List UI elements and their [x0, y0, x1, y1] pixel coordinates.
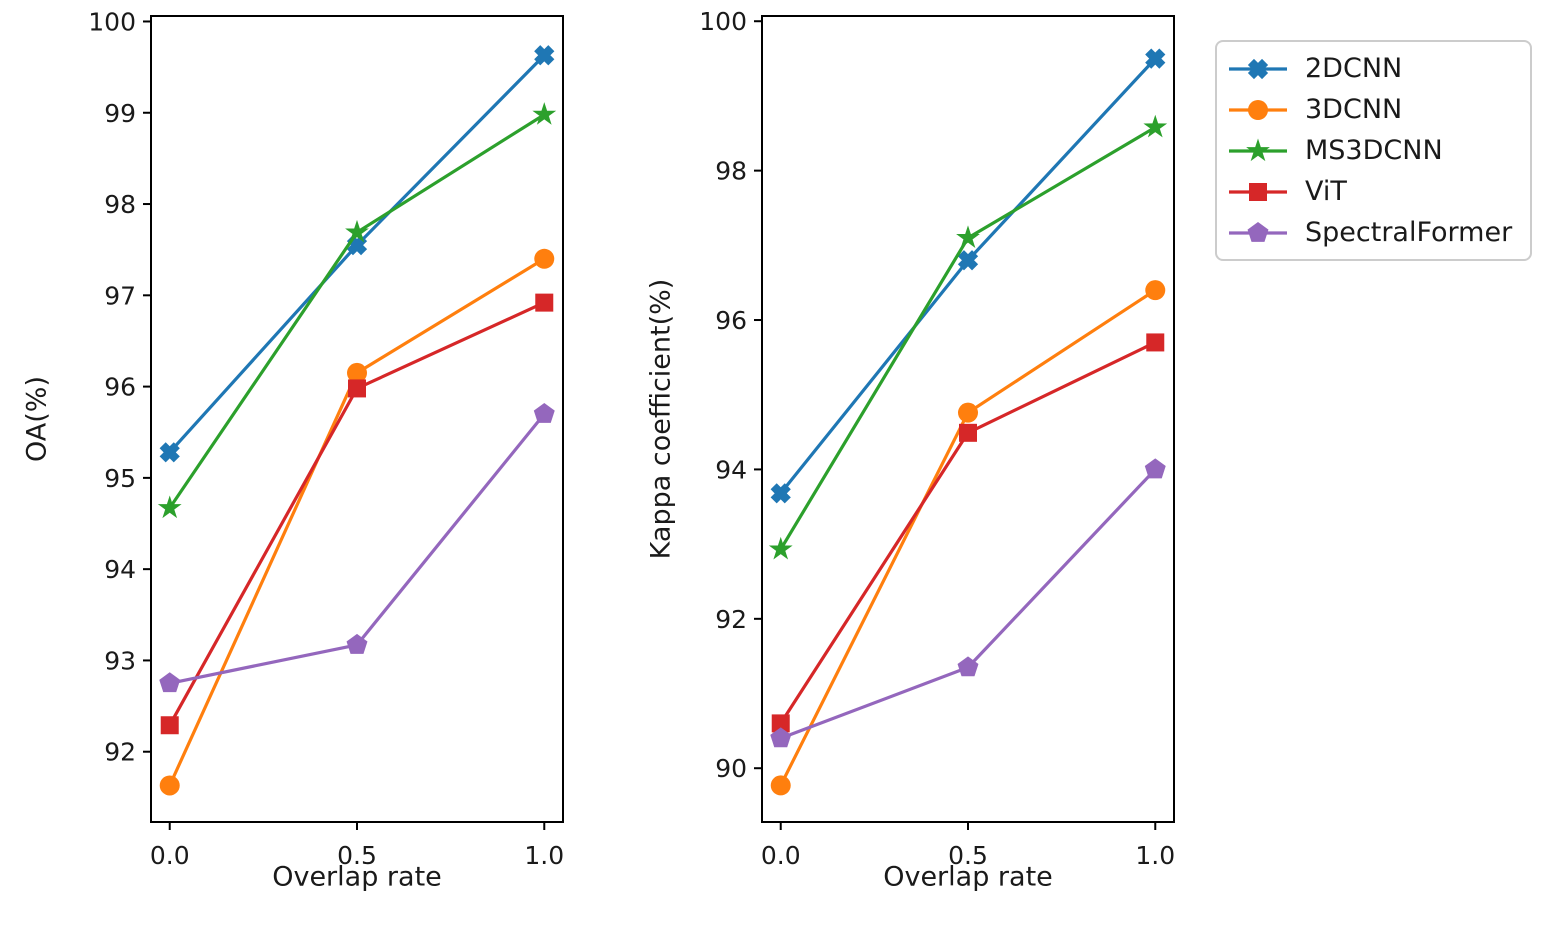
legend: 2DCNN 3DCNN MS3DCNN ViT SpectralFormer: [1215, 40, 1532, 261]
right-plot-border: [761, 15, 1175, 823]
legend-marker-2dcnn: [1247, 58, 1269, 79]
y-tick-label: 98: [715, 157, 747, 186]
data-point-ms3dcnn: [768, 536, 793, 560]
legend-label-ms3dcnn: MS3DCNN: [1305, 135, 1443, 166]
legend-star-marker-icon: [1229, 138, 1287, 161]
data-point-2dcnn: [957, 250, 979, 271]
legend-marker-spectralformer: [1247, 221, 1269, 242]
legend-label-spectralformer: SpectralFormer: [1305, 217, 1513, 248]
x-tick-label: 1.0: [1135, 841, 1175, 870]
data-point-2dcnn: [159, 442, 180, 463]
y-tick-label: 94: [104, 555, 136, 584]
data-point-vit: [535, 293, 554, 312]
data-point-3dcnn: [770, 775, 791, 796]
data-point-3dcnn: [958, 402, 978, 423]
y-tick-label: 94: [715, 455, 747, 484]
data-point-2dcnn: [534, 45, 555, 66]
series-line-3dcnn: [168, 257, 546, 787]
data-point-3dcnn: [1145, 280, 1166, 301]
legend-entry-spectralformer: SpectralFormer: [1227, 212, 1516, 253]
legend-label-3dcnn: 3DCNN: [1305, 94, 1403, 125]
legend-label-2dcnn: 2DCNN: [1305, 53, 1403, 84]
legend-marker-3dcnn: [1248, 99, 1268, 120]
data-point-vit: [1146, 333, 1165, 352]
y-tick-label: 93: [104, 646, 136, 675]
x-tick-label: 1.0: [524, 841, 564, 870]
y-tick-label: 97: [104, 281, 136, 310]
data-point-vit: [160, 716, 179, 735]
y-tick-label: 90: [715, 754, 747, 783]
data-point-spectralformer: [346, 633, 368, 654]
data-point-spectralformer: [957, 656, 979, 677]
data-point-ms3dcnn: [1143, 114, 1168, 138]
data-point-spectralformer: [159, 672, 181, 693]
x-tick-label: 0.0: [150, 841, 190, 870]
legend-entry-3dcnn: 3DCNN: [1227, 89, 1516, 130]
data-point-spectralformer: [533, 402, 555, 423]
y-tick-label: 92: [104, 738, 136, 767]
legend-entry-2dcnn: 2DCNN: [1227, 48, 1516, 89]
y-tick-label: 92: [715, 605, 747, 634]
legend-circle-marker-icon: [1229, 99, 1287, 120]
legend-marker-ms3dcnn: [1246, 138, 1270, 161]
data-point-vit: [348, 379, 366, 398]
data-point-vit: [771, 714, 790, 733]
left-y-axis-label: OA(%): [21, 376, 53, 462]
x-tick-label: 0.5: [337, 841, 377, 870]
legend-entry-ms3dcnn: MS3DCNN: [1227, 130, 1516, 171]
left-x-axis-label: Overlap rate: [272, 861, 442, 893]
data-point-vit: [959, 423, 977, 442]
right-y-axis-label: Kappa coefficient(%): [645, 278, 677, 560]
data-point-2dcnn: [770, 483, 791, 504]
y-tick-label: 99: [104, 99, 136, 128]
data-point-ms3dcnn: [956, 225, 980, 248]
right-x-axis-label: Overlap rate: [883, 861, 1053, 893]
legend-square-marker-icon: [1229, 182, 1287, 201]
legend-label-vit: ViT: [1305, 176, 1347, 207]
y-tick-label: 96: [715, 306, 747, 335]
series-line-ms3dcnn: [779, 125, 1157, 551]
left-subplot: 92 93 94 95 96 97 98 99 100 0.0 0.5 1.0: [88, 7, 564, 870]
legend-pentagon-marker-icon: [1229, 221, 1287, 242]
series-line-3dcnn: [779, 288, 1157, 787]
left-plot-border: [150, 15, 564, 823]
series-line-spectralformer: [780, 468, 1157, 740]
series-line-ms3dcnn: [168, 113, 546, 509]
data-point-ms3dcnn: [532, 102, 557, 125]
legend-X-marker-icon: [1229, 58, 1287, 79]
y-tick-label: 98: [104, 190, 136, 219]
data-point-spectralformer: [770, 727, 792, 748]
data-point-ms3dcnn: [345, 219, 369, 243]
y-tick-label: 100: [699, 7, 747, 36]
data-point-ms3dcnn: [157, 495, 182, 519]
data-point-2dcnn: [1145, 48, 1166, 69]
x-tick-label: 0.5: [948, 841, 988, 870]
y-tick-label: 100: [88, 7, 136, 36]
y-tick-label: 96: [104, 373, 136, 402]
y-tick-label: 95: [104, 464, 136, 493]
legend-marker-vit: [1249, 182, 1267, 201]
data-point-3dcnn: [159, 775, 180, 796]
x-tick-label: 0.0: [761, 841, 801, 870]
data-point-3dcnn: [534, 248, 555, 269]
legend-entry-vit: ViT: [1227, 171, 1516, 212]
data-point-3dcnn: [347, 362, 367, 383]
right-subplot: 90 92 94 96 98 100 0.0 0.5 1.0: [699, 7, 1175, 870]
data-point-spectralformer: [1144, 458, 1166, 479]
